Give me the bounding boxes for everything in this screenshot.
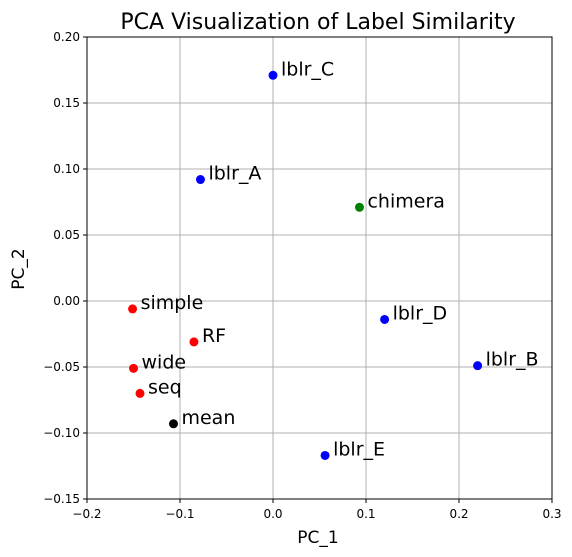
point-label: wide: [142, 351, 187, 373]
scatter-point: [268, 70, 278, 80]
scatter-point: [380, 314, 390, 324]
y-tick-label: −0.10: [43, 426, 80, 440]
tick-layer: −0.2 −0.1 0.0 0.1 0.2 0.3 −0.15 −0.10 −0.05 0.00 0…: [43, 30, 561, 521]
points-layer: [128, 70, 483, 460]
y-tick-label: 0.10: [53, 162, 80, 176]
scatter-point: [195, 175, 205, 185]
point-label: mean: [181, 407, 235, 429]
x-tick-label: 0.0: [263, 507, 282, 521]
scatter-point: [473, 361, 483, 371]
x-tick-label: 0.2: [449, 507, 468, 521]
grid-layer: [86, 36, 553, 500]
y-tick-label: 0.00: [53, 294, 80, 308]
point-label: lblr_A: [208, 163, 261, 185]
scatter-point: [189, 337, 199, 347]
point-label: simple: [141, 292, 204, 314]
point-label: lblr_B: [486, 349, 539, 371]
y-tick-label: 0.15: [53, 96, 80, 110]
point-label: chimera: [367, 190, 444, 212]
point-label: lblr_D: [393, 302, 448, 324]
scatter-point: [168, 419, 178, 429]
chart-title: PCA Visualization of Label Similarity: [120, 10, 515, 35]
plot-frame: [86, 36, 553, 500]
scatter-point: [129, 363, 138, 373]
scatter-point: [354, 202, 364, 212]
y-tick-label: −0.15: [43, 492, 80, 506]
scatter-point: [128, 304, 138, 314]
x-tick-label: 0.3: [542, 507, 561, 521]
y-tick-label: 0.05: [53, 228, 80, 242]
point-label: seq: [148, 376, 182, 398]
point-label: lblr_E: [333, 438, 385, 460]
scatter-point: [135, 388, 145, 398]
y-tick-label: 0.20: [53, 30, 80, 44]
y-tick-label: −0.05: [43, 360, 80, 374]
y-axis-label: PC_2: [9, 248, 29, 289]
scatter-point: [320, 450, 330, 460]
x-tick-label: −0.1: [165, 507, 194, 521]
x-tick-label: −0.2: [72, 507, 101, 521]
x-tick-label: 0.1: [356, 507, 375, 521]
point-label: RF: [202, 325, 226, 347]
point-label: lblr_C: [281, 58, 334, 80]
x-axis-label: PC_1: [297, 528, 338, 548]
